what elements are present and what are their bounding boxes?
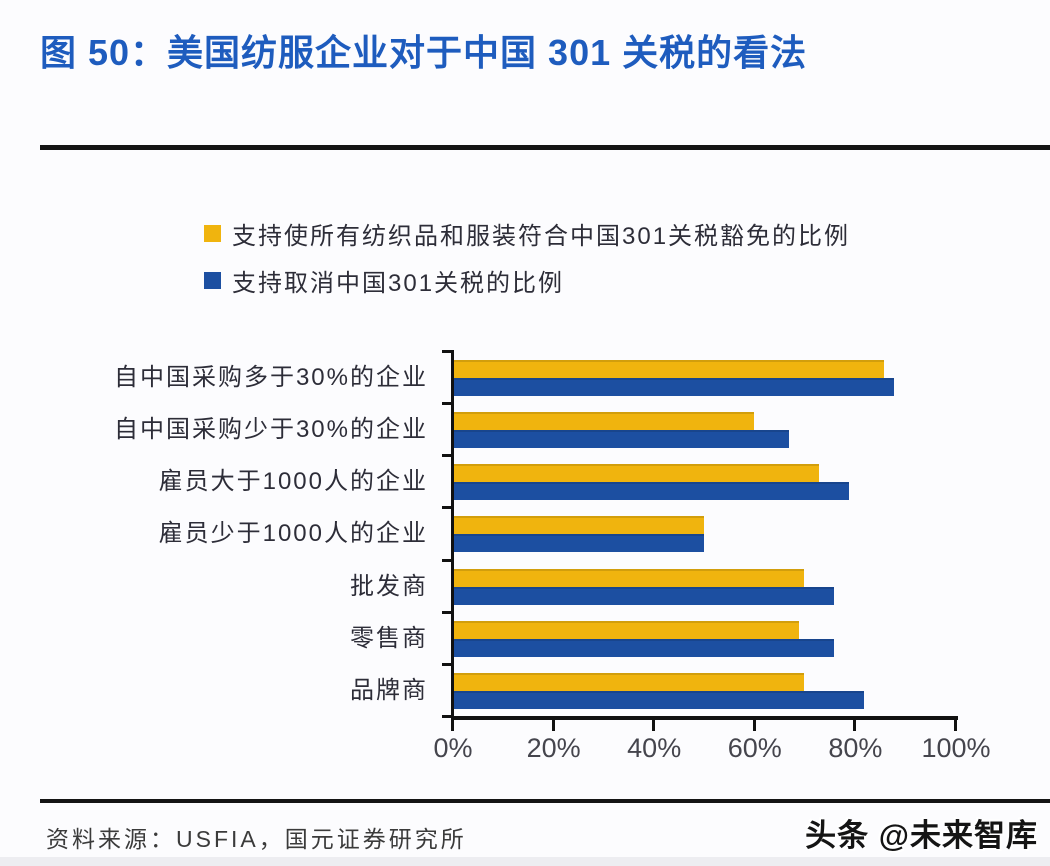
x-axis-tick-label: 0% [433,733,473,763]
x-axis-tick-label: 40% [627,733,682,763]
x-axis-tick [652,720,656,731]
bar-exemption [454,360,884,378]
category-label: 自中国采购多于30%的企业 [113,364,428,391]
bar-exemption [454,672,804,691]
bar-exemption [454,516,704,535]
figure-title: 图 50：美国纺服企业对于中国 301 关税的看法 [40,32,808,73]
category-label: 自中国采购少于30%的企业 [113,416,428,444]
category-label: 批发商 [350,572,428,600]
bar-cancel [454,482,849,501]
legend-item-cancel: 支持取消中国301关税的比例 [204,265,850,297]
y-axis-tick [442,506,454,510]
x-axis-tick [752,720,756,731]
legend-swatch-yellow-icon [204,224,221,242]
title-divider [40,145,1050,150]
x-axis-tick [551,720,555,731]
category-label: 零售商 [350,624,428,652]
x-axis-tick-label: 60% [727,733,782,763]
bar-cancel [454,534,704,553]
bar-exemption [454,620,799,639]
bar-cancel [454,690,864,709]
legend-label-exemption: 支持使所有纺织品和服装符合中国301关税豁免的比例 [232,222,851,250]
page-bottom-edge [0,857,1050,866]
bar-exemption [454,412,754,431]
x-axis-tick [853,720,857,731]
legend-label-cancel: 支持取消中国301关税的比例 [232,269,565,297]
category-label: 雇员大于1000人的企业 [158,468,428,496]
y-axis-tick [442,454,454,458]
bar-cancel [454,378,894,396]
x-axis-tick [954,720,957,731]
y-axis-tick [442,715,454,718]
y-axis-line [451,350,454,720]
y-axis-tick [442,350,454,353]
source-note: 资料来源：USFIA，国元证券研究所 [46,826,467,852]
bar-cancel [454,586,834,605]
bar-exemption [454,568,804,587]
x-axis-tick [451,720,454,731]
watermark-text: 头条 @未来智库 [805,818,1038,853]
x-axis-tick-label: 80% [828,733,883,763]
y-axis-tick [442,610,454,614]
x-axis-tick-label: 100% [921,733,991,763]
y-axis-tick [442,662,454,666]
y-axis-tick [442,402,454,406]
category-label: 雇员少于1000人的企业 [158,520,428,548]
bar-cancel [454,430,789,449]
x-axis-tick-label: 20% [526,733,581,763]
bar-chart: 自中国采购多于30%的企业 自中国采购少于30%的企业雇员大于1000人的企业 雇员… [113,350,991,763]
category-label: 品牌商 [350,676,428,704]
legend-item-exemption: 支持使所有纺织品和服装符合中国301关税豁免的比例 [204,218,851,250]
x-axis-line [451,716,958,720]
bar-exemption [454,464,819,483]
footer-divider [40,799,1050,803]
chart-legend: 支持使所有纺织品和服装符合中国301关税豁免的比例 支持取消中国301关税的比例 [204,218,850,312]
y-axis-tick [442,558,454,562]
bar-cancel [454,638,834,657]
legend-swatch-blue-icon [204,271,221,289]
